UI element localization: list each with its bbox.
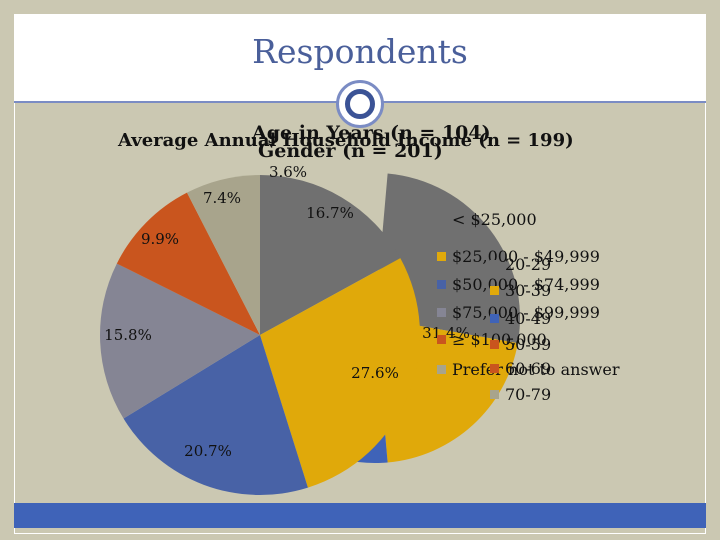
income-legend-marker-0 [437, 215, 446, 224]
income-data-label-3: 15.8% [104, 326, 152, 344]
income-legend-label-4: ≥ $100,000 [452, 330, 547, 349]
income-pie-slice-0 [260, 175, 401, 335]
income-legend-marker-5 [437, 365, 446, 374]
age-legend-label-1: 30-39 [505, 281, 551, 300]
title-ornament-icon [336, 80, 384, 128]
income-legend-marker-3 [437, 308, 446, 317]
age-legend-label-5: 70-79 [505, 385, 551, 404]
income-pie-slice-2 [123, 335, 308, 495]
income-data-label-1: 27.6% [351, 364, 399, 382]
income-pie-slice-5 [186, 175, 260, 335]
income-legend-marker-2 [437, 280, 446, 289]
income-legend-label-1: $25,000 - $49,999 [452, 247, 600, 266]
age-legend-marker-4 [490, 364, 499, 373]
age-legend-label-3: 50-59 [505, 335, 551, 354]
income-pie-slice-3 [99, 263, 260, 419]
age-legend-marker-0 [490, 260, 499, 269]
age-legend-marker-3 [490, 340, 499, 349]
footer-band [14, 503, 706, 528]
age-legend-label-4: 60-69 [505, 359, 551, 378]
income-legend-label-3: $75,000 - $99,999 [452, 303, 600, 322]
overlay-title-income: Average Annual Household Income (n = 199… [118, 130, 574, 151]
age-legend-label-0: 20-29 [505, 255, 551, 274]
income-legend-marker-1 [437, 252, 446, 261]
income-pie-slice-1 [260, 258, 421, 488]
income-data-label-0: 16.7% [306, 204, 354, 222]
age-legend-marker-1 [490, 286, 499, 295]
income-legend-marker-4 [437, 335, 446, 344]
slide-title: Respondents [252, 32, 468, 71]
income-legend-label-2: $50,000 - $74,999 [452, 275, 600, 294]
age-legend-label-2: 40-49 [505, 309, 551, 328]
income-legend-label-0: < $25,000 [452, 210, 537, 229]
age-data-label-1: 3.6% [269, 163, 307, 181]
age-legend-marker-2 [490, 314, 499, 323]
overlay-title-age: Age in Years (n = 104) [252, 122, 491, 144]
overlay-title-gender: Gender (n = 201) [258, 140, 443, 162]
age-legend-marker-5 [490, 390, 499, 399]
income-data-label-2: 20.7% [184, 442, 232, 460]
income-data-label-4: 9.9% [141, 230, 179, 248]
income-data-label-5: 7.4% [203, 189, 241, 207]
age-data-label-0: 31.4% [422, 324, 470, 342]
income-pie-slice-4 [116, 192, 260, 335]
